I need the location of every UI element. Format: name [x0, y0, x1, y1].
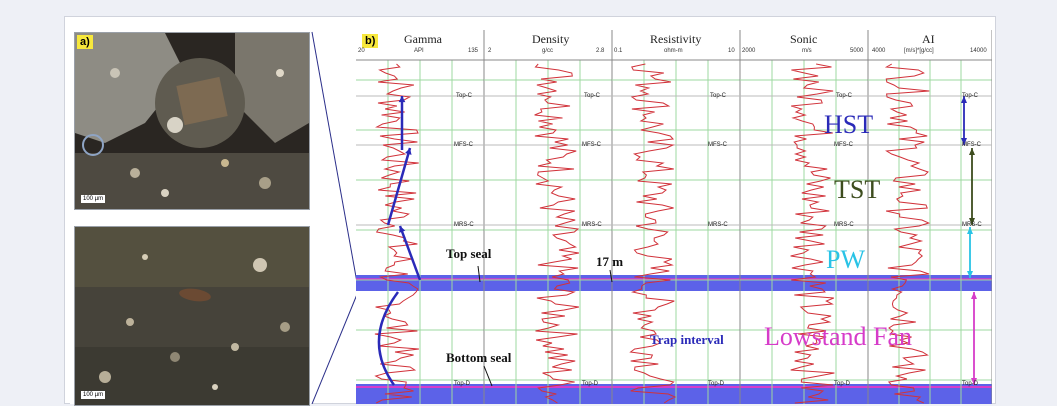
- photomicrograph-top: a) 100 µm: [74, 32, 310, 210]
- top-seal-pointer: [477, 265, 481, 283]
- tst-arrow: [386, 147, 412, 226]
- photomicrograph-column: a) 100 µm 100 µm: [70, 30, 312, 406]
- marker-top-d-resistivity: Top-D: [708, 381, 725, 387]
- lowstand-range-bar-head-bottom: [971, 378, 977, 385]
- sonic-scale-max: 5000: [850, 48, 864, 54]
- pw-range-bar-head-bottom: [967, 271, 973, 278]
- marker-mfs-c-ai: MFS-C: [962, 142, 981, 148]
- ai-scale-max: 14000: [970, 48, 987, 54]
- ai-scale-min: 4000: [872, 48, 886, 54]
- marker-top-c-resistivity: Top-C: [710, 93, 727, 99]
- label-thickness: 17 m: [596, 254, 624, 269]
- log-curve: [790, 63, 835, 404]
- resistivity-scale-max: 10: [728, 48, 735, 54]
- log-background: [356, 30, 992, 404]
- well-log-plot: [356, 30, 992, 404]
- pw-arrow-head: [398, 226, 406, 233]
- photomicrograph-bottom: 100 µm: [74, 226, 310, 406]
- marker-mfs-c-sonic: MFS-C: [834, 142, 853, 148]
- scale-bar-top: 100 µm: [81, 195, 106, 203]
- marker-mrs-c-gamma: MRS-C: [454, 222, 474, 228]
- pw-arrow: [398, 225, 422, 281]
- track-title-ai: AI: [922, 32, 935, 46]
- track-title-sonic: Sonic: [790, 32, 818, 46]
- label-top-seal: Top seal: [446, 246, 492, 261]
- marker-top-d-gamma: Top-D: [454, 381, 471, 387]
- density-scale-max: 2.8: [596, 48, 605, 54]
- marker-mrs-c-ai: MRS-C: [962, 222, 982, 228]
- label-hst: HST: [824, 110, 874, 139]
- track-title-resistivity: Resistivity: [650, 32, 702, 46]
- marker-top-d-density: Top-D: [582, 381, 599, 387]
- marker-mrs-c-sonic: MRS-C: [834, 222, 854, 228]
- marker-mfs-c-resistivity: MFS-C: [708, 142, 727, 148]
- marker-top-c-ai: Top-C: [962, 93, 979, 99]
- lowstand-range-bar-head-top: [971, 292, 977, 299]
- sonic-scale-unit: m/s: [802, 48, 812, 54]
- sonic-scale-min: 2000: [742, 48, 756, 54]
- log-curve: [374, 63, 419, 404]
- panel-label-b: b): [362, 34, 379, 48]
- label-pw: PW: [826, 245, 865, 274]
- bottom-seal-band: [356, 384, 992, 404]
- density-scale-min: 2: [488, 48, 492, 54]
- resistivity-scale-unit: ohm-m: [664, 48, 683, 54]
- hst-range-bar-head-bottom: [961, 138, 967, 145]
- density-scale-unit: g/cc: [542, 48, 554, 54]
- bottom-seal-pointer: [483, 365, 493, 387]
- hst-arrow-head: [398, 96, 406, 103]
- marker-top-d-ai: Top-D: [962, 381, 979, 387]
- track-title-density: Density: [532, 32, 570, 46]
- marker-mrs-c-resistivity: MRS-C: [708, 222, 728, 228]
- thickness-pointer: [609, 269, 613, 283]
- label-lowstand-fan: Lowstand Fan: [764, 322, 913, 351]
- log-curve: [629, 63, 677, 404]
- label-trap-interval: Trap interval: [650, 332, 724, 347]
- label-tst: TST: [834, 175, 881, 204]
- marker-top-c-gamma: Top-C: [456, 93, 473, 99]
- well-log-panel: b) Gamma Density Resistivity Sonic AI 20…: [356, 30, 992, 404]
- ai-scale-unit: [m/s]*[g/cc]: [904, 48, 934, 54]
- resistivity-scale-min: 0.1: [614, 48, 623, 54]
- marker-mrs-c-density: MRS-C: [582, 222, 602, 228]
- marker-mfs-c-density: MFS-C: [582, 142, 601, 148]
- label-bottom-seal: Bottom seal: [446, 350, 512, 365]
- tst-arrow-head: [405, 148, 412, 155]
- tst-range-bar-head-top: [969, 148, 975, 155]
- gamma-scale-min: 20: [358, 48, 365, 54]
- top-seal-band: [356, 275, 992, 291]
- marker-top-c-sonic: Top-C: [836, 93, 853, 99]
- tst-range-bar-head-bottom: [969, 218, 975, 225]
- hst-range-bar-head-top: [961, 96, 967, 103]
- lowstand-curve-arrow: [377, 291, 400, 386]
- marker-top-c-density: Top-C: [584, 93, 601, 99]
- log-curve: [534, 63, 580, 404]
- gamma-scale-max: 135: [468, 48, 479, 54]
- marker-top-d-sonic: Top-D: [834, 381, 851, 387]
- track-title-gamma: Gamma: [404, 32, 442, 46]
- panel-label-a: a): [77, 35, 93, 49]
- gamma-scale-unit: API: [414, 48, 424, 54]
- marker-mfs-c-gamma: MFS-C: [454, 142, 473, 148]
- scale-bar-bottom: 100 µm: [81, 391, 106, 399]
- pw-range-bar-head-top: [967, 227, 973, 234]
- log-curve: [884, 63, 931, 404]
